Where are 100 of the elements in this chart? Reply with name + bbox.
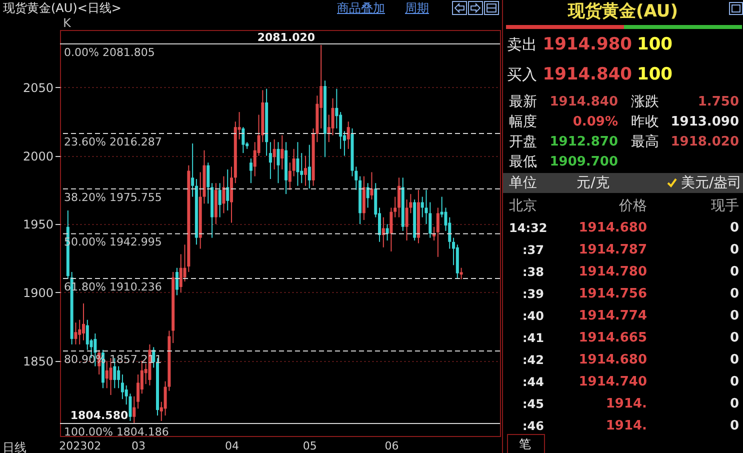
candlestick bbox=[390, 207, 393, 252]
text: 商品叠加 bbox=[337, 1, 385, 15]
text: 1913.090 bbox=[670, 114, 739, 130]
text: 0 bbox=[730, 330, 739, 346]
text: 涨跌 bbox=[631, 94, 659, 110]
candlestick bbox=[308, 144, 311, 190]
text: 1914.680 bbox=[578, 220, 647, 236]
candlestick bbox=[436, 207, 440, 258]
text: :42 bbox=[522, 353, 544, 367]
y-tick-label: 1950 bbox=[22, 218, 54, 232]
text: 100 bbox=[637, 64, 672, 84]
candlestick bbox=[222, 176, 226, 214]
x-axis-title: 日线 bbox=[2, 440, 26, 453]
text: 1912.870 bbox=[550, 134, 618, 150]
candlestick bbox=[82, 302, 85, 341]
ref-line-label: 100.00% 1804.186 bbox=[64, 425, 169, 438]
text: 现货黄金(AU) bbox=[568, 2, 678, 22]
text: 最高 bbox=[631, 134, 659, 150]
x-tick-label: 03 bbox=[132, 440, 146, 452]
text: 买入 bbox=[507, 66, 537, 84]
text: 1914.780 bbox=[578, 264, 647, 280]
text: :38 bbox=[522, 265, 544, 279]
candlestick bbox=[268, 142, 272, 180]
annotation: 1804.580 bbox=[70, 408, 128, 422]
text: :45 bbox=[522, 397, 544, 411]
candlestick bbox=[366, 182, 370, 208]
candlestick bbox=[206, 162, 210, 204]
ref-line-label: 23.60% 2016.287 bbox=[64, 136, 162, 148]
candlestick bbox=[272, 138, 276, 170]
candlestick bbox=[249, 158, 252, 184]
text: 0 bbox=[730, 418, 739, 434]
candlestick bbox=[105, 360, 108, 389]
text: 0 bbox=[730, 374, 739, 390]
x-tick-label: 05 bbox=[302, 440, 317, 452]
text: 1918.020 bbox=[670, 134, 739, 150]
candlestick bbox=[242, 126, 245, 154]
text: 1914.756 bbox=[578, 286, 647, 302]
text: 1914.774 bbox=[578, 308, 647, 324]
candlestick bbox=[432, 226, 436, 242]
candlestick bbox=[74, 322, 78, 345]
y-tick-label: 2000 bbox=[22, 149, 54, 164]
text: 1914.680 bbox=[578, 352, 647, 368]
text: 1914.980 bbox=[542, 34, 632, 54]
y-tick-label: 1850 bbox=[22, 354, 54, 368]
text: 北京 bbox=[509, 198, 537, 214]
candlestick bbox=[78, 319, 82, 345]
text: 100 bbox=[637, 34, 672, 54]
candlestick bbox=[420, 196, 424, 218]
text: 1909.700 bbox=[550, 154, 618, 170]
candlestick bbox=[370, 172, 374, 200]
x-tick-label: 06 bbox=[384, 440, 399, 452]
text: 0 bbox=[730, 242, 739, 258]
text: 1914.840 bbox=[550, 94, 618, 110]
text: 0.09% bbox=[572, 114, 618, 130]
text: :41 bbox=[522, 331, 544, 345]
candlestick bbox=[120, 374, 124, 400]
text: 0 bbox=[730, 352, 739, 368]
text: 最低 bbox=[509, 154, 537, 170]
text: :37 bbox=[522, 243, 544, 257]
text: :40 bbox=[522, 309, 544, 323]
candlestick bbox=[296, 142, 300, 186]
candlestick bbox=[276, 142, 280, 184]
candlestick bbox=[304, 155, 308, 186]
text: K bbox=[63, 16, 71, 30]
text: 1914. bbox=[606, 396, 647, 412]
text: 0 bbox=[730, 220, 739, 236]
chart-title: 现货黄金(AU)<日线> bbox=[3, 1, 122, 15]
text: 1914.787 bbox=[578, 242, 647, 258]
candlestick bbox=[292, 148, 296, 177]
text: 昨收 bbox=[631, 114, 659, 130]
text: 现手 bbox=[711, 198, 739, 214]
candlestick bbox=[191, 142, 194, 198]
candlestick bbox=[117, 366, 120, 389]
y-tick-label: 2050 bbox=[22, 80, 54, 95]
candlestick bbox=[136, 374, 140, 410]
candlestick bbox=[300, 152, 304, 184]
ref-line-label: 38.20% 1975.755 bbox=[64, 190, 162, 204]
text: 幅度 bbox=[509, 114, 537, 130]
text: 1.750 bbox=[698, 94, 739, 110]
text: 0 bbox=[730, 264, 739, 280]
candlestick bbox=[397, 177, 400, 218]
x-tick-label: 202302 bbox=[59, 440, 102, 452]
text: 1914.740 bbox=[578, 374, 647, 390]
text: :44 bbox=[522, 375, 544, 389]
candlestick bbox=[132, 396, 136, 424]
y-tick-label: 1900 bbox=[22, 286, 54, 300]
candlestick bbox=[386, 224, 389, 242]
text: 0 bbox=[730, 286, 739, 302]
candlestick bbox=[288, 162, 292, 190]
candlestick bbox=[346, 121, 350, 150]
text: 周期 bbox=[405, 1, 429, 15]
text: :46 bbox=[522, 419, 544, 433]
candlestick bbox=[382, 216, 385, 248]
text: 笔 bbox=[519, 437, 531, 451]
text: 最新 bbox=[509, 94, 537, 110]
candlestick bbox=[280, 134, 284, 170]
x-tick-label: 04 bbox=[225, 440, 240, 452]
candlestick bbox=[226, 168, 230, 211]
candlestick bbox=[179, 254, 182, 293]
text: 单位 bbox=[509, 175, 537, 191]
